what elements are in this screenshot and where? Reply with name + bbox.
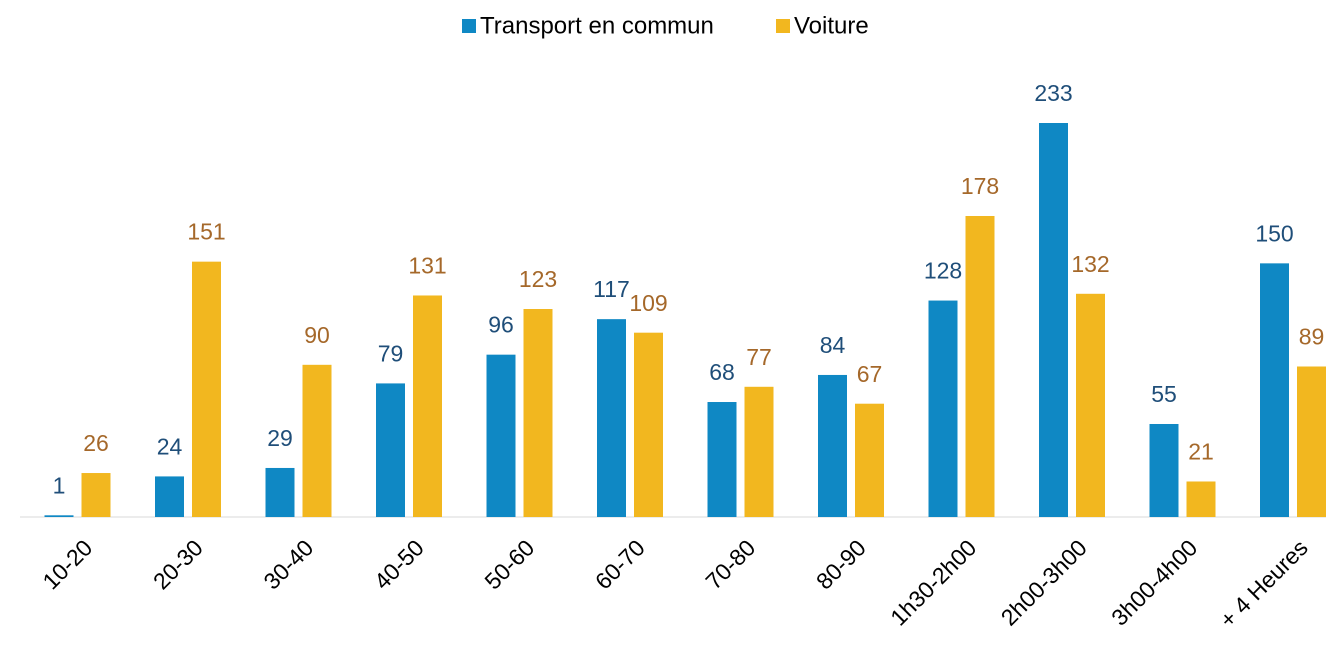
x-tick-label: 80-90 bbox=[811, 534, 871, 594]
bar bbox=[928, 300, 958, 517]
bar bbox=[413, 295, 442, 517]
value-label: 117 bbox=[593, 276, 630, 302]
bar bbox=[1039, 123, 1068, 517]
value-label: 131 bbox=[408, 253, 446, 279]
bar bbox=[597, 319, 626, 517]
value-label: 128 bbox=[924, 258, 962, 284]
value-label: 96 bbox=[488, 312, 514, 338]
x-tick-label: 10-20 bbox=[37, 534, 97, 594]
x-tick-label: 3h00-4h00 bbox=[1106, 534, 1202, 630]
value-label: 1 bbox=[53, 472, 66, 498]
bar bbox=[818, 374, 847, 517]
bar bbox=[1076, 293, 1105, 517]
value-label: 233 bbox=[1034, 80, 1072, 106]
x-tick-label: 70-80 bbox=[700, 534, 760, 594]
bar bbox=[155, 476, 184, 517]
x-tick-label: 2h00-3h00 bbox=[996, 534, 1092, 630]
bar bbox=[523, 309, 553, 517]
bar bbox=[744, 386, 774, 517]
bar bbox=[81, 473, 111, 517]
bar bbox=[855, 403, 884, 517]
bar bbox=[302, 364, 332, 517]
value-label: 84 bbox=[820, 332, 846, 358]
bar bbox=[265, 467, 295, 517]
bar bbox=[1149, 423, 1179, 517]
value-label: 67 bbox=[857, 361, 883, 387]
bar bbox=[1186, 481, 1216, 517]
value-label: 77 bbox=[746, 344, 772, 370]
value-label: 178 bbox=[961, 173, 999, 199]
value-label: 132 bbox=[1071, 251, 1109, 277]
value-label: 68 bbox=[709, 359, 735, 385]
x-tick-label: 1h30-2h00 bbox=[885, 534, 981, 630]
legend-label: Transport en commun bbox=[480, 12, 714, 39]
bar bbox=[376, 383, 405, 517]
x-tick-label: 20-30 bbox=[148, 534, 208, 594]
x-tick-label: 60-70 bbox=[590, 534, 650, 594]
value-label: 26 bbox=[83, 430, 109, 456]
value-label: 55 bbox=[1151, 381, 1177, 407]
bar bbox=[634, 332, 663, 517]
x-tick-label: 30-40 bbox=[258, 534, 318, 594]
value-label: 21 bbox=[1188, 439, 1214, 465]
x-tick-label: 40-50 bbox=[369, 534, 429, 594]
bar bbox=[1260, 263, 1289, 517]
legend-swatch bbox=[462, 19, 476, 33]
bar bbox=[192, 261, 221, 517]
legend-label: Voiture bbox=[794, 12, 869, 39]
value-label: 151 bbox=[187, 219, 225, 245]
x-tick-label: 50-60 bbox=[479, 534, 539, 594]
legend-swatch bbox=[776, 19, 790, 33]
bar bbox=[965, 216, 995, 518]
bar bbox=[1297, 366, 1326, 517]
value-label: 89 bbox=[1299, 324, 1325, 350]
x-tick-label: + 4 Heures bbox=[1214, 534, 1312, 632]
value-label: 109 bbox=[629, 290, 667, 316]
bar bbox=[44, 515, 74, 517]
bar bbox=[707, 402, 737, 517]
value-label: 29 bbox=[267, 425, 293, 451]
value-label: 79 bbox=[378, 340, 404, 366]
bar bbox=[486, 354, 516, 517]
value-label: 150 bbox=[1255, 220, 1293, 246]
value-label: 24 bbox=[157, 433, 183, 459]
value-label: 90 bbox=[304, 322, 330, 348]
value-label: 123 bbox=[519, 266, 557, 292]
